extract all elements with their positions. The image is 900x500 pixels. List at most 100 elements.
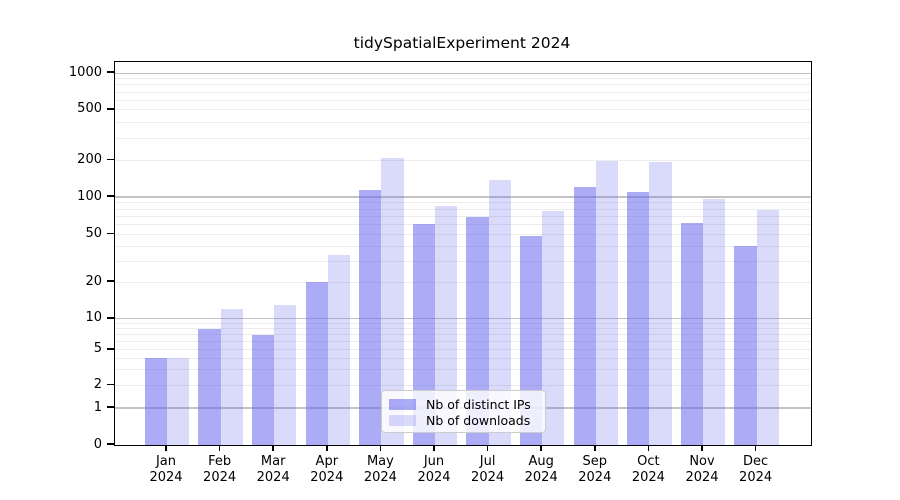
bar-downloads-may [381, 157, 404, 445]
y-tick-label: 100 [77, 188, 102, 204]
legend-item-distinct-ips: Nb of distinct IPs [389, 396, 537, 412]
bar-ips-may [359, 189, 382, 445]
gridline-minor [115, 334, 811, 336]
x-tick-month: Mar [260, 454, 286, 469]
y-tick-label: 10 [85, 310, 102, 326]
gridline-minor [115, 91, 811, 93]
y-tick-mark [107, 348, 114, 350]
bar-downloads-dec [756, 210, 779, 445]
y-tick-label: 20 [85, 273, 102, 289]
x-tick-mark [218, 445, 221, 451]
y-tick-mark [107, 108, 114, 110]
y-tick-label: 500 [77, 101, 102, 117]
x-tick-year: 2024 [471, 469, 505, 485]
legend-swatch-ips [389, 398, 416, 410]
x-tick-year: 2024 [631, 469, 665, 485]
y-tick-mark [107, 443, 114, 445]
bar-ips-mar [251, 334, 275, 445]
gridline-major [115, 72, 811, 74]
gridline-minor [115, 137, 811, 139]
x-tick-label-nov: Nov 2024 [672, 454, 732, 485]
x-tick-mark [701, 445, 703, 451]
x-tick-month: Apr [315, 454, 339, 469]
y-tick-mark [107, 71, 114, 73]
x-tick-mark [379, 445, 382, 451]
legend: Nb of distinct IPs Nb of downloads [381, 390, 546, 433]
bar-ips-oct [627, 192, 650, 445]
gridline-minor [115, 323, 811, 324]
legend-label-downloads: Nb of downloads [426, 412, 531, 428]
y-tick-mark [107, 158, 114, 161]
x-tick-label-sep: Sep 2024 [565, 454, 625, 485]
x-tick-mark [486, 445, 489, 451]
y-tick-label: 1 [93, 399, 102, 415]
x-tick-mark [647, 445, 650, 451]
gridline-major [115, 196, 811, 198]
legend-swatch-downloads [389, 414, 416, 426]
bar-ips-jul [466, 217, 489, 445]
bar-downloads-sep [595, 160, 619, 445]
y-tick-label: 50 [85, 226, 102, 241]
x-tick-label-jun: Jun 2024 [404, 454, 464, 485]
x-tick-year: 2024 [149, 469, 183, 485]
y-tick-mark [107, 280, 114, 282]
x-tick-label-jan: Jan 2024 [136, 454, 196, 485]
x-tick-label-may: May 2024 [350, 454, 410, 485]
x-tick-label-apr: Apr 2024 [297, 454, 357, 485]
x-tick-month: Jun [423, 454, 445, 469]
x-tick-month: Aug [528, 454, 554, 469]
gridline-minor [115, 99, 811, 101]
gridline-minor [115, 349, 811, 351]
x-tick-year: 2024 [739, 469, 773, 485]
bar-ips-jan [144, 358, 167, 445]
bar-downloads-apr [327, 254, 351, 445]
bar-ips-apr [305, 282, 328, 445]
x-tick-year: 2024 [256, 469, 290, 485]
gridline-minor [115, 224, 811, 226]
bar-ips-sep [573, 186, 596, 445]
gridline-minor [115, 369, 811, 371]
y-tick-label: 200 [77, 152, 102, 167]
x-tick-mark [165, 445, 167, 451]
gridline-minor [115, 215, 811, 217]
bar-downloads-nov [703, 198, 726, 445]
x-tick-month: Jan [155, 454, 177, 469]
gridline-minor [115, 341, 811, 343]
y-tick-mark [107, 406, 114, 408]
bar-downloads-oct [649, 161, 672, 445]
bar-ips-jun [412, 223, 435, 445]
x-tick-month: Jul [479, 454, 496, 469]
bar-downloads-feb [220, 309, 243, 445]
gridline-minor [115, 281, 811, 283]
x-tick-year: 2024 [203, 469, 237, 485]
gridline-minor [115, 260, 811, 262]
x-tick-mark [272, 445, 274, 451]
gridline-minor [115, 84, 811, 86]
x-tick-mark [540, 445, 542, 451]
bar-downloads-aug [542, 211, 565, 445]
bar-ips-nov [680, 222, 703, 445]
gridline-minor [115, 234, 811, 235]
gridline-minor [115, 121, 811, 123]
y-tick-mark [107, 195, 114, 197]
gridline-minor [115, 357, 811, 359]
legend-label-distinct-ips: Nb of distinct IPs [426, 396, 531, 412]
gridline-minor [115, 160, 811, 161]
gridline-minor [115, 208, 811, 210]
x-tick-month: Sep [582, 454, 608, 469]
x-tick-label-feb: Feb 2024 [190, 454, 250, 485]
bar-downloads-mar [274, 304, 297, 445]
y-tick-label: 1000 [68, 64, 102, 80]
bar-downloads-jan [167, 358, 190, 445]
x-tick-label-oct: Oct 2024 [618, 454, 678, 485]
gridline-major [115, 318, 811, 320]
y-tick-mark [107, 232, 114, 235]
y-tick-mark [107, 317, 114, 319]
gridline-minor [115, 109, 811, 111]
x-tick-mark [326, 445, 328, 451]
x-tick-month: Feb [208, 454, 232, 469]
x-tick-year: 2024 [363, 469, 397, 485]
gridline-minor [115, 385, 811, 386]
legend-item-downloads: Nb of downloads [389, 412, 537, 428]
